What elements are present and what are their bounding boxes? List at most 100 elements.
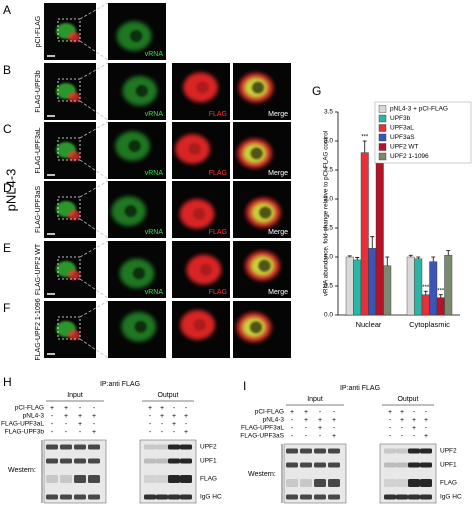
sign: - (65, 429, 68, 436)
nucleus (130, 30, 143, 42)
sign: - (305, 425, 308, 432)
y-tick-label: 2.5 (324, 167, 333, 174)
bar (360, 152, 369, 316)
band (408, 448, 420, 454)
condition-label: FLAG-UPF3aL (1, 421, 44, 428)
band (286, 448, 298, 454)
nucleus (251, 81, 265, 94)
band (420, 494, 432, 500)
y-tick-label: 1.0 (324, 254, 333, 261)
nucleus (188, 143, 201, 156)
band (156, 444, 168, 450)
zoom-line (79, 300, 109, 318)
sign: + (318, 417, 322, 424)
y-tick-label: 0.5 (324, 283, 333, 290)
band (168, 494, 180, 500)
sign: - (149, 413, 152, 420)
y-tick-label: 3.5 (324, 109, 333, 116)
band (396, 494, 408, 500)
sign: + (160, 405, 164, 412)
sign: - (425, 409, 428, 416)
micrograph (108, 63, 166, 120)
band (180, 475, 192, 483)
sign: - (291, 425, 294, 432)
sign: - (65, 421, 68, 428)
band (328, 494, 340, 500)
significance: *** (422, 285, 430, 291)
channel-label: vRNA (145, 170, 164, 177)
blot (283, 443, 347, 504)
bar (436, 297, 445, 316)
band (408, 479, 420, 487)
channel-label: vRNA (145, 51, 164, 58)
band-label: IgG HC (200, 494, 222, 501)
error-bar (355, 257, 360, 260)
legend-swatch (378, 152, 387, 161)
legend-swatch (378, 124, 387, 132)
sign: + (172, 413, 176, 420)
sign: + (148, 405, 152, 412)
band (384, 494, 396, 500)
channel-label: Merge (268, 111, 288, 118)
zoom-line (79, 40, 109, 61)
band-label: IgG HC (440, 494, 462, 501)
row-label: FLAG-UPF2 WT (35, 243, 42, 295)
band (314, 479, 326, 487)
sign: + (412, 417, 416, 424)
channel-label: FLAG (209, 229, 227, 236)
band (408, 494, 420, 500)
sign: - (291, 417, 294, 424)
sign: + (318, 425, 322, 432)
readout-label: Western: (248, 471, 276, 478)
band (74, 444, 86, 450)
band (180, 444, 192, 450)
row-label: pCI-FLAG (35, 16, 42, 48)
legend-box (374, 101, 472, 164)
sign: - (401, 425, 404, 432)
band (168, 444, 180, 450)
sign: - (389, 425, 392, 432)
section-label: Output (157, 392, 178, 399)
channel-label: FLAG (209, 170, 227, 177)
error-bar (362, 140, 367, 153)
error-bar (431, 256, 436, 262)
sign: - (149, 429, 152, 436)
sign: - (319, 433, 322, 440)
sign: - (413, 409, 416, 416)
band (384, 448, 396, 454)
band (46, 444, 58, 450)
sign: - (333, 409, 336, 416)
y-tick-label: 1.5 (324, 225, 333, 232)
micrograph (233, 181, 291, 238)
micrograph (233, 122, 291, 179)
band (408, 462, 420, 468)
band (156, 494, 168, 500)
row-label: FLAG-UPF3aL (35, 127, 42, 173)
cell (68, 210, 80, 220)
panel-letter: D (3, 181, 12, 195)
y-axis-label: vRNA abundance, fold-change relative to … (323, 131, 330, 296)
condition-label: pCI-FLAG (255, 409, 284, 416)
sign: - (93, 405, 96, 412)
error-bar (416, 256, 421, 259)
zoom-box (57, 78, 81, 102)
band (88, 444, 100, 450)
panel-letter: I (243, 379, 246, 393)
band (384, 479, 396, 487)
zoom-line (79, 278, 109, 299)
legend-label: pNL4-3 + pCI-FLAG (390, 106, 448, 113)
error-bar (408, 254, 413, 257)
sign: + (388, 409, 392, 416)
sign: + (424, 433, 428, 440)
zoom-box (57, 137, 81, 161)
band-label: UPF2 (200, 444, 217, 451)
nucleus (128, 140, 141, 153)
sign: + (78, 413, 82, 420)
channel-label: FLAG (209, 111, 227, 118)
error-bar (438, 294, 443, 298)
construct-label: pNL4-3 (3, 169, 18, 212)
bar (421, 294, 430, 316)
band (46, 494, 58, 500)
ip-header: IP:anti FLAG (340, 385, 380, 392)
bar (375, 143, 384, 316)
